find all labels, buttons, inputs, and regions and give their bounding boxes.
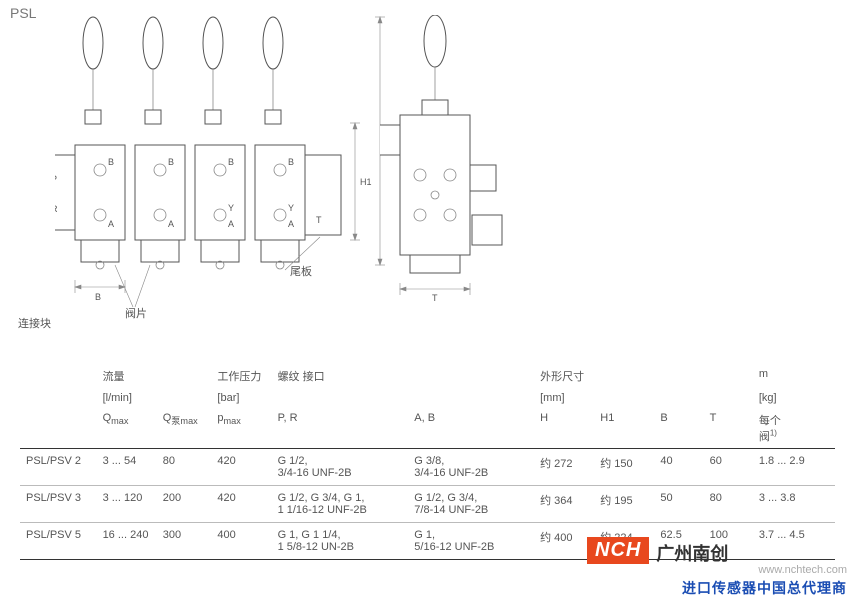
- cell-pmax: 420: [211, 486, 271, 523]
- svg-text:Y: Y: [288, 203, 294, 213]
- col-group: [157, 360, 212, 388]
- col-sub: Qmax: [97, 408, 157, 449]
- svg-text:A: A: [228, 219, 234, 229]
- cell-h1: 约 150: [594, 449, 654, 486]
- company-name: 广州南创: [656, 544, 728, 564]
- cell-m: 1.8 ... 2.9: [753, 449, 835, 486]
- cell-ab: G 1/2, G 3/4,7/8-14 UNF-2B: [408, 486, 534, 523]
- cell-t: 80: [704, 486, 753, 523]
- svg-text:P: P: [55, 174, 57, 184]
- label-end-plate: 尾板: [290, 263, 312, 279]
- cell-pr: G 1/2,3/4-16 UNF-2B: [272, 449, 409, 486]
- label-conn-block: 连接块: [18, 315, 51, 331]
- col-sub: P, R: [272, 408, 409, 449]
- cell-model: PSL/PSV 3: [20, 486, 97, 523]
- watermark-tagline: 进口传感器中国总代理商: [587, 578, 847, 598]
- cell-qmax: 3 ... 54: [97, 449, 157, 486]
- col-group: [408, 360, 534, 388]
- cell-model: PSL/PSV 5: [20, 523, 97, 560]
- col-group: 流量: [97, 360, 157, 388]
- col-unit: [20, 388, 97, 408]
- watermark: NCH 广州南创 www.nchtech.com 进口传感器中国总代理商: [587, 537, 847, 598]
- col-group: [654, 360, 703, 388]
- cell-qmax: 16 ... 240: [97, 523, 157, 560]
- col-group: [594, 360, 654, 388]
- col-unit: [mm]: [534, 388, 594, 408]
- col-sub: B: [654, 408, 703, 449]
- svg-text:B: B: [108, 157, 114, 167]
- cell-pr: G 1, G 1 1/4,1 5/8-12 UN-2B: [272, 523, 409, 560]
- col-sub: 每个阀1): [753, 408, 835, 449]
- label-valve-slice: 阀片: [125, 305, 147, 321]
- col-sub: H1: [594, 408, 654, 449]
- psl-title: PSL: [10, 5, 36, 21]
- col-sub: A, B: [408, 408, 534, 449]
- cell-qpump: 200: [157, 486, 212, 523]
- col-unit: [157, 388, 212, 408]
- cell-qpump: 80: [157, 449, 212, 486]
- cell-h1: 约 195: [594, 486, 654, 523]
- cell-pmax: 420: [211, 449, 271, 486]
- col-group: [20, 360, 97, 388]
- spec-table: 流量 工作压力螺纹 接口 外形尺寸 m [l/min] [bar] [mm] [kg] Qmax…: [20, 360, 835, 560]
- side-view-diagram: T: [380, 15, 520, 315]
- col-unit: [l/min]: [97, 388, 157, 408]
- cell-ab: G 3/8,3/4-16 UNF-2B: [408, 449, 534, 486]
- col-group: [704, 360, 753, 388]
- nch-logo: NCH: [587, 537, 649, 564]
- svg-text:T: T: [432, 293, 438, 303]
- col-unit: [704, 388, 753, 408]
- col-group: m: [753, 360, 835, 388]
- cell-m: 3 ... 3.8: [753, 486, 835, 523]
- svg-text:A: A: [108, 219, 114, 229]
- table-row: PSL/PSV 33 ... 120200420G 1/2, G 3/4, G …: [20, 486, 835, 523]
- svg-text:A: A: [168, 219, 174, 229]
- col-group: 螺纹 接口: [272, 360, 409, 388]
- cell-qpump: 300: [157, 523, 212, 560]
- svg-text:B: B: [168, 157, 174, 167]
- svg-text:B: B: [228, 157, 234, 167]
- svg-text:A: A: [288, 219, 294, 229]
- col-unit: [bar]: [211, 388, 271, 408]
- col-sub: [20, 408, 97, 449]
- cell-qmax: 3 ... 120: [97, 486, 157, 523]
- col-unit: [408, 388, 534, 408]
- col-group: 外形尺寸: [534, 360, 594, 388]
- cell-pr: G 1/2, G 3/4, G 1,1 1/16-12 UNF-2B: [272, 486, 409, 523]
- cell-ab: G 1,5/16-12 UNF-2B: [408, 523, 534, 560]
- col-group: 工作压力: [211, 360, 271, 388]
- col-sub: H: [534, 408, 594, 449]
- cell-b: 40: [654, 449, 703, 486]
- col-unit: [594, 388, 654, 408]
- svg-text:T: T: [316, 215, 322, 225]
- table-row: PSL/PSV 23 ... 5480420G 1/2,3/4-16 UNF-2…: [20, 449, 835, 486]
- cell-pmax: 400: [211, 523, 271, 560]
- cell-h: 约 400: [534, 523, 594, 560]
- svg-text:Y: Y: [228, 203, 234, 213]
- cell-h: 约 272: [534, 449, 594, 486]
- front-view-diagram: P R BB BB: [55, 15, 425, 330]
- col-unit: [654, 388, 703, 408]
- col-sub: pmax: [211, 408, 271, 449]
- col-unit: [kg]: [753, 388, 835, 408]
- cell-model: PSL/PSV 2: [20, 449, 97, 486]
- col-sub: Q泵max: [157, 408, 212, 449]
- cell-h: 约 364: [534, 486, 594, 523]
- svg-text:B: B: [288, 157, 294, 167]
- cell-t: 60: [704, 449, 753, 486]
- col-unit: [272, 388, 409, 408]
- svg-text:H1: H1: [360, 177, 372, 187]
- col-sub: T: [704, 408, 753, 449]
- cell-b: 50: [654, 486, 703, 523]
- svg-text:B: B: [95, 292, 101, 302]
